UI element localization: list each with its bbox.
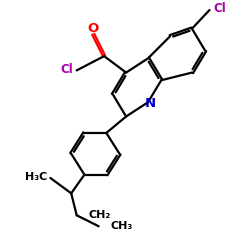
Text: H₃C: H₃C <box>25 172 47 182</box>
Text: O: O <box>88 22 99 35</box>
Text: CH₃: CH₃ <box>111 221 133 231</box>
Text: N: N <box>145 97 156 110</box>
Text: Cl: Cl <box>60 63 73 76</box>
Text: CH₂: CH₂ <box>89 210 111 220</box>
Text: Cl: Cl <box>213 2 226 16</box>
